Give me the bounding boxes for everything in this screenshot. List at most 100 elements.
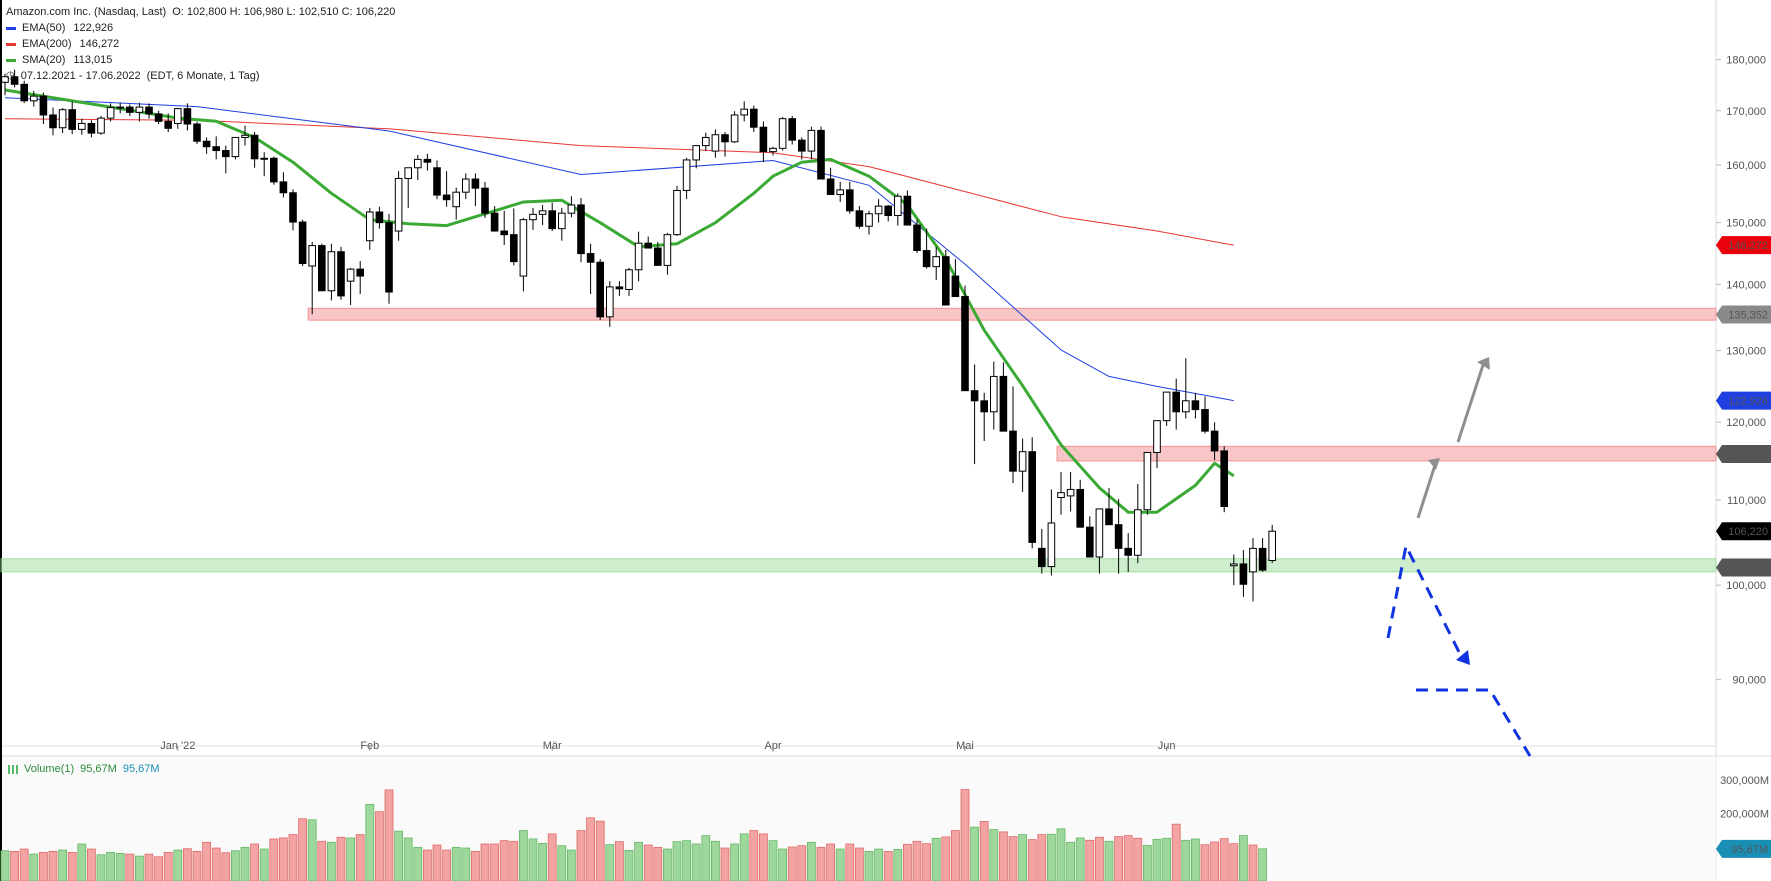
candle[interactable] bbox=[1038, 528, 1046, 574]
candle[interactable] bbox=[778, 117, 787, 151]
candle[interactable] bbox=[1047, 489, 1056, 576]
candle[interactable] bbox=[126, 104, 134, 117]
candle[interactable] bbox=[356, 261, 364, 294]
candle[interactable] bbox=[1095, 508, 1104, 574]
indicator-ema200[interactable]: EMA(200) 146,272 bbox=[6, 36, 395, 52]
candle[interactable] bbox=[1182, 358, 1190, 419]
candle[interactable] bbox=[1153, 420, 1161, 469]
candle[interactable] bbox=[1057, 471, 1065, 515]
candle[interactable] bbox=[308, 241, 316, 315]
candle[interactable] bbox=[1191, 392, 1200, 419]
candle[interactable] bbox=[625, 267, 633, 296]
candle[interactable] bbox=[423, 153, 432, 171]
candle[interactable] bbox=[1105, 487, 1113, 526]
candle[interactable] bbox=[596, 259, 605, 321]
candle[interactable] bbox=[298, 219, 307, 267]
candle[interactable] bbox=[250, 132, 259, 168]
candle[interactable] bbox=[558, 207, 566, 241]
candle[interactable] bbox=[788, 116, 797, 145]
candle[interactable] bbox=[49, 107, 57, 136]
candle[interactable] bbox=[289, 189, 297, 231]
candle[interactable] bbox=[730, 111, 739, 143]
candle[interactable] bbox=[1066, 471, 1075, 512]
candle[interactable] bbox=[529, 207, 537, 230]
candle[interactable] bbox=[366, 207, 374, 250]
candle[interactable] bbox=[394, 171, 403, 241]
candle[interactable] bbox=[615, 281, 624, 296]
candle[interactable] bbox=[222, 145, 230, 174]
candle[interactable] bbox=[462, 173, 470, 200]
candle[interactable] bbox=[433, 160, 441, 200]
candle[interactable] bbox=[20, 80, 28, 103]
candle[interactable] bbox=[318, 243, 326, 292]
candle[interactable] bbox=[826, 167, 835, 195]
candle[interactable] bbox=[1134, 483, 1142, 564]
candle[interactable] bbox=[174, 108, 182, 129]
candle[interactable] bbox=[711, 129, 720, 158]
candle[interactable] bbox=[932, 246, 941, 280]
candle[interactable] bbox=[846, 181, 854, 214]
candle[interactable] bbox=[58, 108, 67, 134]
candle[interactable] bbox=[606, 281, 614, 327]
candle[interactable] bbox=[1220, 446, 1229, 513]
candle[interactable] bbox=[97, 116, 105, 135]
indicator-ema50[interactable]: EMA(50) 122,926 bbox=[6, 20, 395, 36]
candle[interactable] bbox=[1249, 538, 1257, 602]
candle[interactable] bbox=[183, 103, 192, 131]
candle[interactable] bbox=[78, 118, 86, 135]
candle[interactable] bbox=[836, 181, 845, 203]
candle[interactable] bbox=[231, 136, 240, 160]
candle[interactable] bbox=[270, 156, 278, 185]
candle[interactable] bbox=[1210, 422, 1219, 461]
candle[interactable] bbox=[922, 228, 931, 269]
candle[interactable] bbox=[1086, 516, 1094, 558]
candle[interactable] bbox=[798, 137, 806, 160]
candle[interactable] bbox=[807, 126, 816, 160]
candle[interactable] bbox=[193, 121, 201, 144]
candle[interactable] bbox=[375, 206, 384, 229]
candle[interactable] bbox=[490, 206, 499, 232]
candle[interactable] bbox=[68, 101, 77, 135]
candle[interactable] bbox=[577, 197, 585, 263]
candle[interactable] bbox=[164, 113, 172, 133]
candle[interactable] bbox=[951, 259, 960, 298]
candle[interactable] bbox=[154, 110, 163, 124]
candle[interactable] bbox=[404, 167, 412, 208]
candle[interactable] bbox=[10, 69, 19, 88]
candle[interactable] bbox=[586, 243, 595, 294]
candle[interactable] bbox=[279, 172, 288, 198]
candle[interactable] bbox=[346, 267, 355, 306]
candle[interactable] bbox=[337, 246, 345, 300]
candle[interactable] bbox=[903, 190, 912, 226]
candle[interactable] bbox=[740, 101, 749, 122]
candle[interactable] bbox=[663, 232, 672, 275]
candle[interactable] bbox=[1201, 396, 1209, 434]
candle[interactable] bbox=[702, 132, 710, 152]
candle[interactable] bbox=[1, 73, 9, 96]
candle[interactable] bbox=[135, 102, 144, 122]
candle[interactable] bbox=[452, 187, 460, 220]
candle[interactable] bbox=[202, 137, 211, 154]
candle[interactable] bbox=[1162, 391, 1171, 426]
candle[interactable] bbox=[1143, 451, 1152, 515]
candle[interactable] bbox=[260, 152, 268, 177]
candle[interactable] bbox=[510, 208, 518, 266]
candle[interactable] bbox=[750, 105, 758, 133]
candle[interactable] bbox=[87, 120, 96, 138]
candle[interactable] bbox=[980, 392, 989, 441]
candle[interactable] bbox=[865, 210, 873, 235]
candle[interactable] bbox=[442, 171, 451, 207]
candle[interactable] bbox=[145, 103, 153, 119]
candle[interactable] bbox=[471, 173, 480, 207]
candle[interactable] bbox=[692, 145, 701, 169]
candle[interactable] bbox=[1018, 438, 1027, 492]
candle[interactable] bbox=[1239, 550, 1248, 597]
candle[interactable] bbox=[884, 204, 893, 222]
candle[interactable] bbox=[673, 185, 681, 236]
candle[interactable] bbox=[241, 125, 249, 146]
candle[interactable] bbox=[894, 193, 902, 226]
candle[interactable] bbox=[519, 217, 528, 292]
candle[interactable] bbox=[644, 236, 653, 249]
candle[interactable] bbox=[481, 181, 489, 218]
